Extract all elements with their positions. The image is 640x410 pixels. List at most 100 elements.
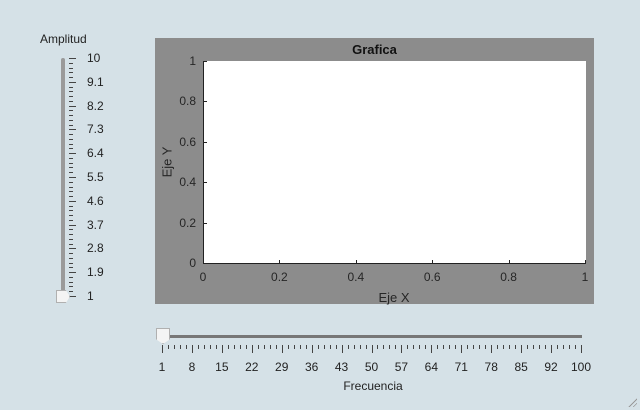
x-tick — [585, 260, 586, 264]
y-axis-label: Eje Y — [159, 146, 175, 178]
minor-tick — [69, 286, 73, 288]
minor-tick — [69, 115, 73, 117]
minor-tick — [69, 77, 73, 79]
minor-tick — [69, 276, 73, 278]
major-tick — [371, 345, 373, 353]
minor-tick — [479, 345, 481, 349]
minor-tick — [323, 345, 325, 349]
minor-tick — [69, 262, 73, 264]
x-tick-label: 1 — [581, 270, 589, 284]
y-tick-label: 1 — [189, 54, 196, 68]
x-tick — [432, 260, 434, 264]
plot-area[interactable] — [203, 61, 586, 264]
minor-tick — [69, 67, 73, 69]
minor-tick — [407, 345, 409, 349]
minor-tick — [263, 345, 265, 349]
y-tick-label: 0 — [189, 256, 196, 270]
amplitude-slider-track[interactable] — [61, 58, 65, 296]
minor-tick — [69, 119, 73, 121]
tick-label: 64 — [424, 360, 439, 374]
major-tick — [69, 248, 76, 250]
minor-tick — [449, 345, 451, 349]
tick-label: 78 — [484, 360, 498, 374]
major-tick — [401, 345, 403, 353]
x-axis-label: Eje X — [378, 290, 410, 305]
x-tick-label: 0.8 — [500, 270, 517, 284]
minor-tick — [317, 345, 319, 349]
x-tick — [355, 260, 357, 264]
major-tick — [461, 345, 463, 353]
frequency-slider-thumb[interactable] — [156, 328, 170, 344]
minor-tick — [209, 345, 211, 349]
minor-tick — [239, 345, 241, 349]
tick-label: 2.8 — [87, 241, 104, 256]
minor-tick — [275, 345, 277, 349]
minor-tick — [359, 345, 361, 349]
minor-tick — [197, 345, 199, 349]
major-tick — [191, 345, 193, 353]
major-tick — [69, 296, 76, 297]
minor-tick — [69, 143, 73, 145]
minor-tick — [69, 281, 73, 283]
minor-tick — [473, 345, 475, 349]
tick-label: 100 — [570, 360, 592, 374]
minor-tick — [395, 345, 397, 349]
y-tick — [203, 182, 207, 184]
tick-label: 43 — [334, 360, 349, 374]
tick-label: 50 — [364, 360, 379, 374]
amplitude-slider-thumb[interactable] — [56, 290, 70, 303]
minor-tick — [533, 345, 535, 349]
minor-tick — [69, 219, 73, 221]
minor-tick — [503, 345, 505, 349]
minor-tick — [69, 62, 73, 64]
minor-tick — [185, 345, 187, 349]
tick-label: 22 — [245, 360, 259, 374]
minor-tick — [69, 196, 73, 198]
tick-label: 57 — [394, 360, 409, 374]
minor-tick — [69, 257, 73, 259]
minor-tick — [69, 148, 73, 150]
y-tick-label: 0.2 — [179, 215, 196, 230]
minor-tick — [413, 345, 415, 349]
tick-label: 7.3 — [87, 122, 104, 137]
y-tick — [203, 263, 207, 264]
minor-tick — [305, 345, 307, 349]
minor-tick — [69, 167, 73, 169]
major-tick — [521, 345, 523, 353]
minor-tick — [365, 345, 367, 349]
minor-tick — [287, 345, 289, 349]
minor-tick — [69, 267, 73, 269]
minor-tick — [347, 345, 349, 349]
minor-tick — [69, 291, 73, 293]
major-tick — [162, 345, 163, 353]
minor-tick — [329, 345, 331, 349]
major-tick — [431, 345, 433, 353]
minor-tick — [69, 134, 73, 136]
minor-tick — [383, 345, 385, 349]
x-tick-label: 0.4 — [347, 270, 365, 284]
minor-tick — [539, 345, 541, 349]
minor-tick — [443, 345, 445, 349]
minor-tick — [69, 253, 73, 255]
major-tick — [69, 81, 76, 83]
minor-tick — [425, 345, 427, 349]
minor-tick — [69, 72, 73, 74]
major-tick — [341, 345, 343, 353]
tick-label: 10 — [87, 51, 101, 65]
tick-label: 85 — [514, 360, 528, 374]
minor-tick — [203, 345, 205, 349]
amplitude-label: Amplitud — [40, 32, 87, 46]
minor-tick — [389, 345, 391, 349]
minor-tick — [173, 345, 175, 349]
tick-label: 8 — [188, 360, 196, 374]
frequency-slider-track[interactable] — [162, 335, 582, 338]
tick-label: 36 — [304, 360, 319, 374]
minor-tick — [563, 345, 565, 349]
minor-tick — [69, 186, 73, 188]
tick-label: 6.4 — [87, 146, 104, 161]
y-tick-label: 0.8 — [179, 94, 196, 109]
tick-label: 8.2 — [87, 98, 104, 113]
y-tick-label: 0.6 — [179, 134, 196, 149]
resize-grip-icon[interactable] — [627, 397, 637, 407]
major-tick — [69, 105, 76, 107]
